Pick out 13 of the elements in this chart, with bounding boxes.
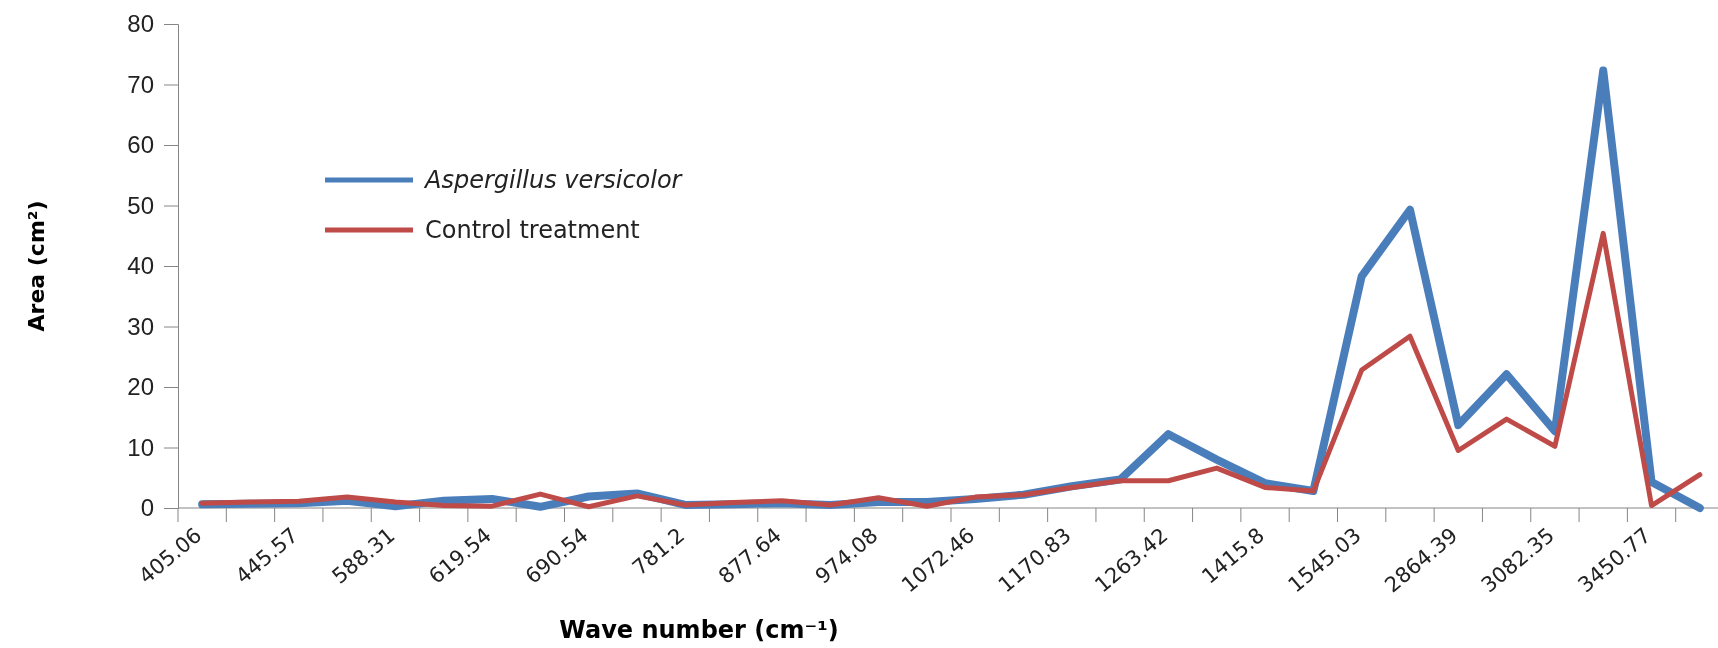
y-tick-label: 0 [140, 494, 154, 522]
y-tick-label: 80 [127, 10, 154, 38]
y-tick-label: 40 [127, 252, 154, 280]
y-tick-label: 30 [127, 312, 154, 340]
y-tick-label: 50 [127, 191, 154, 219]
legend-label: Control treatment [425, 216, 640, 245]
y-axis-title: Area (cm²) [24, 200, 49, 332]
y-tick-label: 70 [127, 70, 154, 98]
y-tick-label: 60 [127, 131, 154, 159]
y-tick-label: 20 [127, 373, 154, 401]
legend-label: Aspergillus versicolor [423, 166, 684, 195]
y-tick-label: 10 [127, 433, 154, 461]
x-axis-title: Wave number (cm⁻¹) [559, 616, 839, 644]
